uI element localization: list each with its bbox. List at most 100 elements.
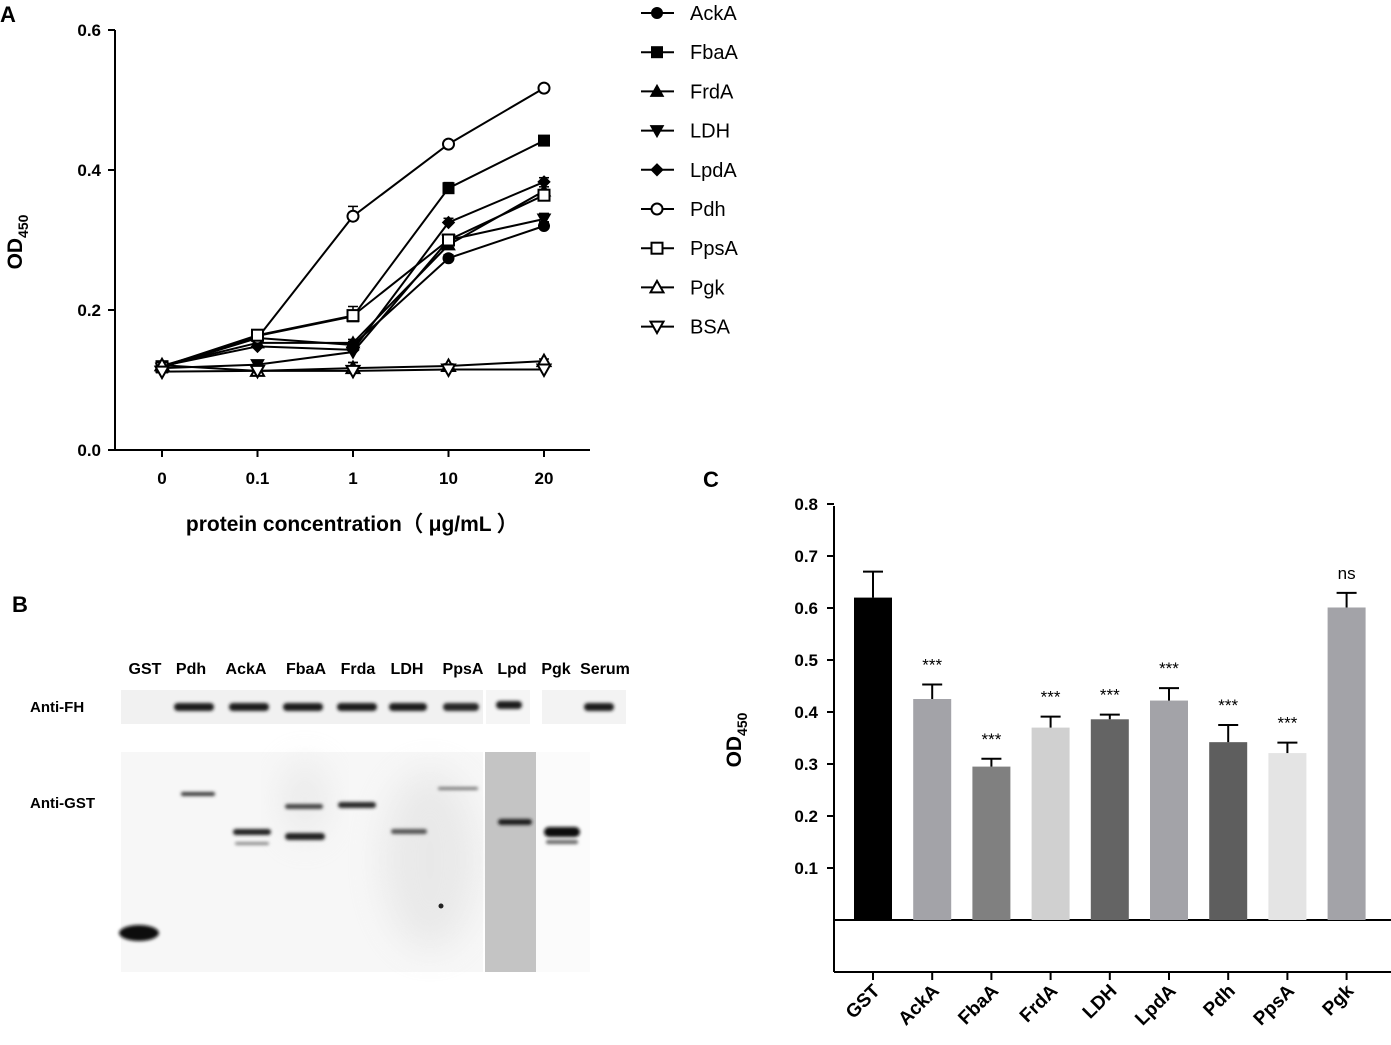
a-x-tick-label: 0 — [157, 469, 166, 488]
significance-frda: *** — [1041, 688, 1061, 707]
fh-band-frda — [337, 703, 377, 711]
fh-band-acka — [229, 703, 269, 711]
legend-marker — [648, 278, 666, 294]
line-fbaa — [161, 139, 545, 369]
a-y-tick-label: 0.6 — [77, 21, 101, 40]
legend-marker — [649, 125, 665, 139]
panel-b-letter: B — [12, 592, 28, 617]
point-bsa — [440, 363, 457, 379]
legend-marker — [649, 83, 665, 97]
lane-label-serum: Serum — [580, 661, 630, 678]
legend-label: AckA — [690, 3, 737, 25]
fh-band-fbaa — [283, 703, 323, 711]
gst-band-gst — [119, 925, 159, 941]
point-ldh — [536, 213, 552, 227]
c-y-ticks: 0.1 0.2 0.3 0.4 0.5 0.6 0.7 0.8 — [794, 495, 834, 878]
legend-item-pgk: Pgk — [641, 277, 725, 299]
c-x-tick-label: AckA — [895, 980, 944, 1029]
legend-item-ppsa: PpsA — [641, 238, 738, 260]
a-y-ticks: 0.0 0.2 0.4 0.6 — [77, 21, 115, 460]
panel-a-letter: A — [0, 2, 16, 27]
a-x-tick-label: 1 — [348, 469, 357, 488]
legend-marker — [650, 202, 664, 216]
c-x-tick-label: GST — [842, 980, 885, 1023]
c-y-axis-title: OD450 — [723, 712, 750, 767]
bar-group-lpda: *** LpdA — [1131, 659, 1188, 1030]
blot-lane-labels: GST Pdh AckA FbaA Frda LDH PpsA Lpd Pgk Serum — [129, 661, 630, 678]
legend-label: LpdA — [690, 160, 737, 182]
significance-pgk: ns — [1338, 564, 1356, 583]
legend-marker — [650, 241, 664, 255]
c-bars-group: GST***AckA***FbaA***FrdA***LDH***LpdA***… — [842, 564, 1366, 1030]
panel-c-bar-chart: C 0.10.20.30.40.50.60.70.8 GST***AckA***… — [703, 467, 1391, 1030]
lane-label-acka: AckA — [226, 661, 267, 678]
bar-group-acka: *** AckA — [895, 655, 952, 1030]
point-fbaa — [442, 182, 455, 195]
c-x-tick-label: LpdA — [1131, 980, 1180, 1029]
c-x-tick-label: FbaA — [954, 980, 1003, 1029]
a-y-axis-title: OD450 — [4, 214, 31, 269]
legend-label: Pdh — [690, 199, 726, 221]
c-x-tick-label: PpsA — [1250, 980, 1299, 1029]
significance-fbaa: *** — [981, 730, 1001, 749]
line-pdh — [161, 87, 545, 369]
legend-marker — [651, 46, 663, 59]
legend-label: FbaA — [690, 42, 738, 64]
bar-pdh — [1209, 742, 1248, 920]
point-pdh — [442, 137, 455, 151]
legend-item-frda: FrdA — [641, 81, 734, 103]
significance-lpda: *** — [1159, 659, 1179, 678]
c-x-tick-label: LDH — [1079, 981, 1121, 1023]
legend-label: PpsA — [690, 238, 738, 260]
significance-ldh: *** — [1100, 686, 1120, 705]
series-bsa — [153, 361, 553, 381]
lane-label-pdh: Pdh — [176, 661, 206, 678]
lane-label-fbaa: FbaA — [286, 661, 326, 678]
blot-row-anti-gst: Anti-GST — [30, 795, 95, 812]
blot-gst-membrane-3 — [536, 752, 590, 972]
a-x-axis-title: protein concentration（ μg/mL ） — [186, 512, 518, 536]
lane-label-pgk: Pgk — [541, 661, 570, 678]
blot-smear-ldh — [382, 770, 478, 950]
legend-marker — [648, 320, 666, 336]
blot-smear-fbaa — [283, 760, 327, 840]
gst-band-fbaa-2 — [285, 833, 325, 840]
bar-gst — [854, 597, 892, 920]
blot-gst-membrane-2 — [485, 752, 536, 972]
lane-label-gst: GST — [129, 661, 162, 678]
c-y-tick-label: 0.2 — [794, 807, 818, 826]
panel-b-western-blot: B GST Pdh AckA FbaA Frda LDH PpsA Lpd Pgk Serum A… — [12, 592, 630, 972]
fh-band-lpd — [496, 701, 522, 709]
legend-item-pdh: Pdh — [641, 199, 726, 221]
bar-ppsa — [1268, 753, 1307, 920]
blot-speck — [438, 903, 444, 909]
legend-label: BSA — [690, 317, 731, 339]
point-pdh — [537, 81, 551, 95]
a-x-tick-label: 0.1 — [246, 469, 270, 488]
point-ppsa — [442, 233, 455, 247]
gst-band-pgk-1 — [544, 827, 580, 837]
c-x-tick-label: FrdA — [1016, 980, 1062, 1026]
point-bsa — [249, 364, 266, 380]
bar-group-fbaa: *** FbaA — [954, 730, 1011, 1029]
significance-acka: *** — [922, 655, 942, 674]
point-pdh — [346, 209, 360, 223]
legend-item-acka: AckA — [641, 3, 737, 25]
gst-band-fbaa-1 — [285, 804, 323, 809]
gst-band-pdh — [181, 792, 215, 796]
bar-lpda — [1150, 700, 1188, 920]
lane-label-ldh: LDH — [391, 661, 424, 678]
bar-fbaa — [972, 766, 1011, 920]
blot-gst-bands — [119, 787, 580, 941]
c-x-tick-label: Pgk — [1319, 980, 1359, 1020]
fh-band-ppsa — [443, 703, 479, 711]
legend-marker — [651, 7, 663, 19]
bar-pgk — [1327, 607, 1366, 920]
a-x-tick-label: 20 — [535, 469, 554, 488]
significance-ppsa: *** — [1277, 714, 1297, 733]
a-series-group — [153, 81, 553, 381]
point-bsa — [344, 364, 362, 380]
point-bsa — [535, 363, 553, 379]
point-acka — [442, 252, 455, 265]
